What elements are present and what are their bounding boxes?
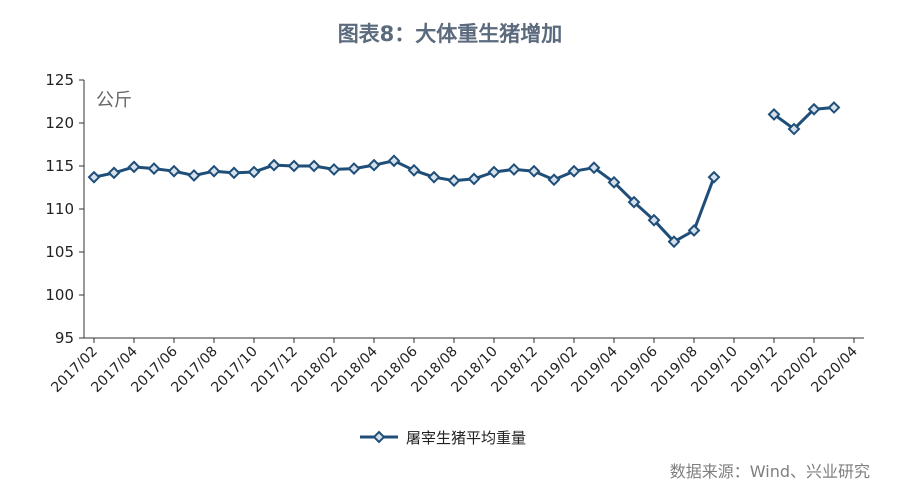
y-tick-label: 95	[55, 329, 74, 347]
data-point	[247, 165, 261, 179]
axes	[83, 80, 864, 339]
data-point	[347, 162, 361, 175]
series-layer	[87, 101, 841, 249]
data-point	[807, 102, 821, 116]
data-point	[447, 174, 461, 188]
data-point	[507, 163, 521, 176]
legend-label: 屠宰生猪平均重量	[406, 429, 526, 447]
data-point	[647, 213, 661, 227]
data-point	[167, 164, 181, 178]
y-tick-label: 125	[45, 71, 74, 89]
y-unit-label: 公斤	[96, 90, 132, 111]
y-tick-label: 100	[45, 286, 74, 304]
data-point	[667, 235, 681, 249]
data-point	[827, 101, 841, 114]
data-point	[707, 170, 721, 184]
data-point	[207, 164, 221, 178]
chart-title: 图表8：大体重生猪增加	[337, 22, 563, 46]
data-point	[407, 163, 421, 177]
data-point	[187, 169, 201, 182]
data-point	[87, 170, 101, 184]
x-axis-ticks: 2017/022017/042017/062017/082017/102017/…	[48, 338, 861, 396]
source-note: 数据来源：Wind、兴业研究	[669, 462, 870, 481]
series-line	[93, 106, 835, 244]
data-point	[767, 107, 781, 121]
data-point	[107, 166, 121, 180]
data-point	[307, 159, 321, 173]
data-point	[387, 154, 401, 168]
data-point	[427, 170, 441, 184]
data-point	[787, 122, 801, 136]
data-point	[587, 161, 601, 175]
data-point	[527, 164, 541, 178]
data-point	[327, 163, 341, 176]
data-point	[147, 162, 161, 175]
y-axis-ticks: 95 100 105 110 115 120 125	[45, 71, 84, 347]
y-tick-label: 110	[45, 200, 74, 218]
legend-diamond-icon	[372, 430, 386, 444]
data-point	[627, 195, 641, 209]
data-point	[287, 159, 301, 173]
data-point	[607, 175, 621, 189]
data-point	[127, 160, 141, 174]
data-point	[547, 173, 561, 187]
data-point	[467, 172, 481, 186]
y-tick-label: 115	[45, 157, 74, 175]
legend: 屠宰生猪平均重量	[360, 429, 526, 447]
data-point	[267, 158, 281, 172]
data-point	[687, 224, 701, 237]
data-point	[227, 166, 241, 180]
data-point	[567, 164, 581, 178]
data-point	[367, 158, 381, 172]
y-tick-label: 120	[45, 114, 74, 132]
data-point	[487, 165, 501, 179]
y-tick-label: 105	[45, 243, 74, 261]
